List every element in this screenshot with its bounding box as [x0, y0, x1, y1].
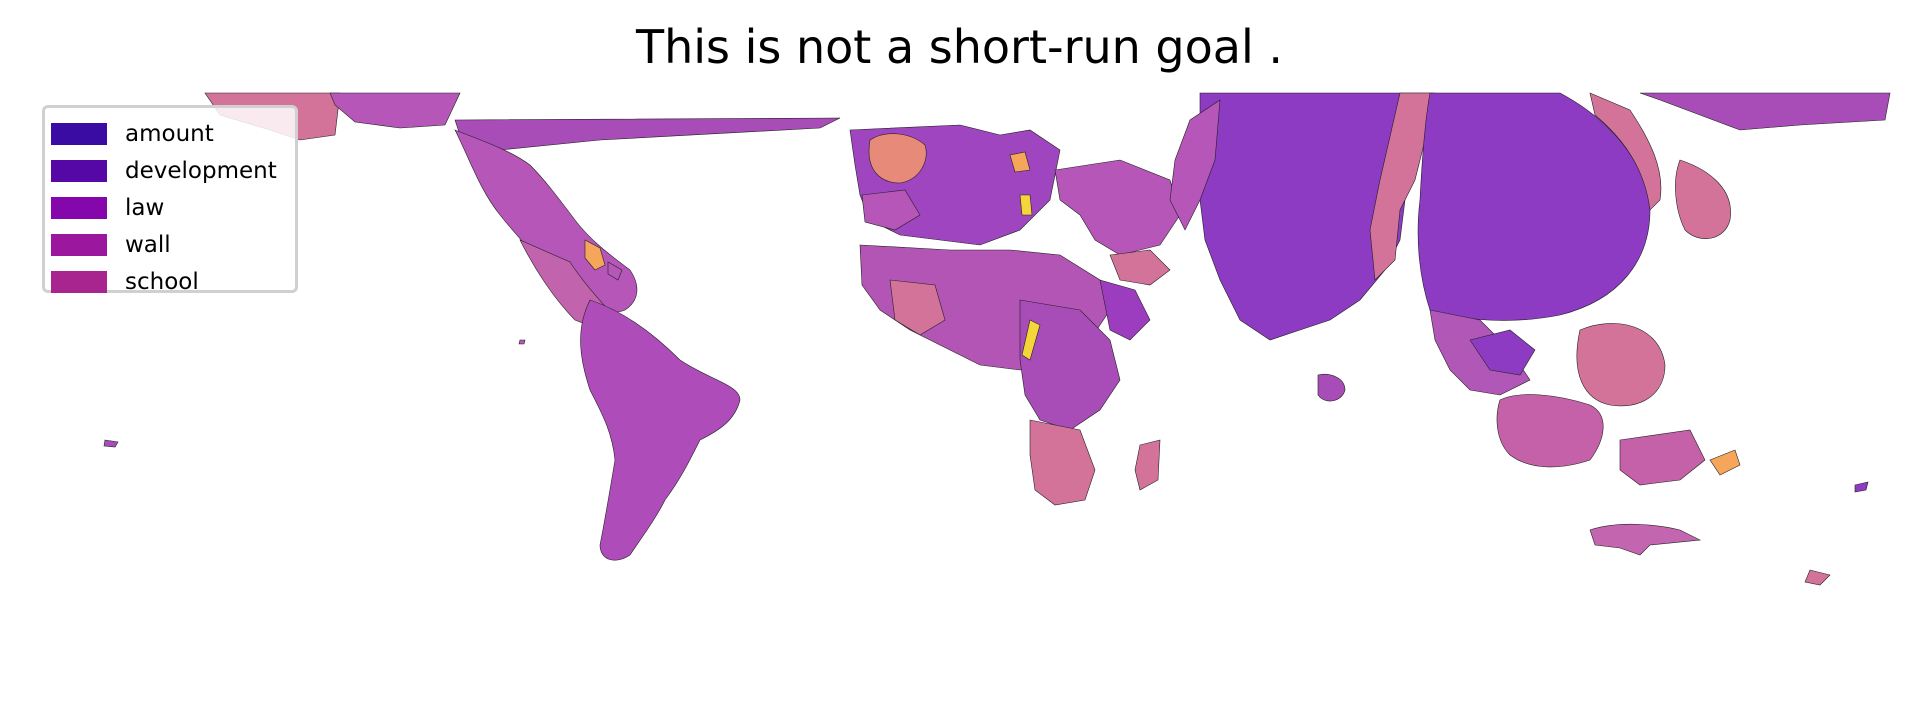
region-australia: [1589, 523, 1702, 556]
region-africa-east: [1099, 279, 1151, 341]
legend-item: school: [51, 263, 295, 300]
legend-item: wall: [51, 226, 295, 263]
region-indonesia-east: [1619, 429, 1706, 486]
legend-swatch: [51, 122, 107, 145]
region-caribbean-orange: [584, 239, 606, 271]
legend-item: amount: [51, 115, 295, 152]
region-africa-west-pink: [889, 279, 946, 336]
region-far-east: [1639, 92, 1891, 131]
legend-label: law: [125, 194, 165, 221]
region-japan: [1675, 159, 1731, 239]
region-new-zealand: [1804, 569, 1831, 586]
region-indonesia-main: [1496, 394, 1604, 468]
legend-item: law: [51, 189, 295, 226]
map-title: This is not a short-run goal .: [636, 20, 1283, 74]
region-azores: [518, 339, 526, 345]
legend-label: wall: [125, 231, 171, 258]
region-caribbean: [607, 261, 623, 281]
region-indonesia-orange: [1709, 449, 1741, 476]
region-africa-central: [1019, 299, 1121, 431]
region-africa-south: [1029, 419, 1096, 506]
legend-label: school: [125, 268, 199, 295]
region-arctic-canada: [329, 92, 461, 129]
region-thailand: [1469, 329, 1536, 376]
legend-item: development: [51, 152, 295, 189]
region-middle-east: [1054, 159, 1181, 256]
legend-swatch: [51, 159, 107, 182]
region-europe-orange: [1009, 151, 1031, 173]
region-africa-yellow: [1021, 319, 1041, 361]
legend-label: amount: [125, 120, 214, 147]
legend-swatch: [51, 233, 107, 256]
region-iberia: [861, 189, 921, 231]
region-pacific-island: [1854, 481, 1869, 493]
map-legend: amount development law wall school: [42, 105, 298, 295]
region-north-america: [454, 129, 638, 313]
region-central-asia-pink: [1169, 99, 1221, 231]
region-iran-pink: [1109, 249, 1171, 286]
region-europe-yellow: [1019, 194, 1033, 216]
legend-label: development: [125, 157, 277, 184]
legend-swatch: [51, 270, 107, 293]
region-hawaii: [103, 439, 119, 448]
legend-swatch: [51, 196, 107, 219]
region-canada-strip: [454, 117, 841, 151]
region-korea-japan-pink: [1589, 92, 1662, 211]
region-philippines-ring: [1576, 323, 1666, 407]
region-sri-lanka: [1317, 373, 1346, 402]
region-south-america: [580, 299, 741, 561]
region-uk-salmon: [868, 133, 927, 184]
region-madagascar: [1134, 439, 1161, 491]
